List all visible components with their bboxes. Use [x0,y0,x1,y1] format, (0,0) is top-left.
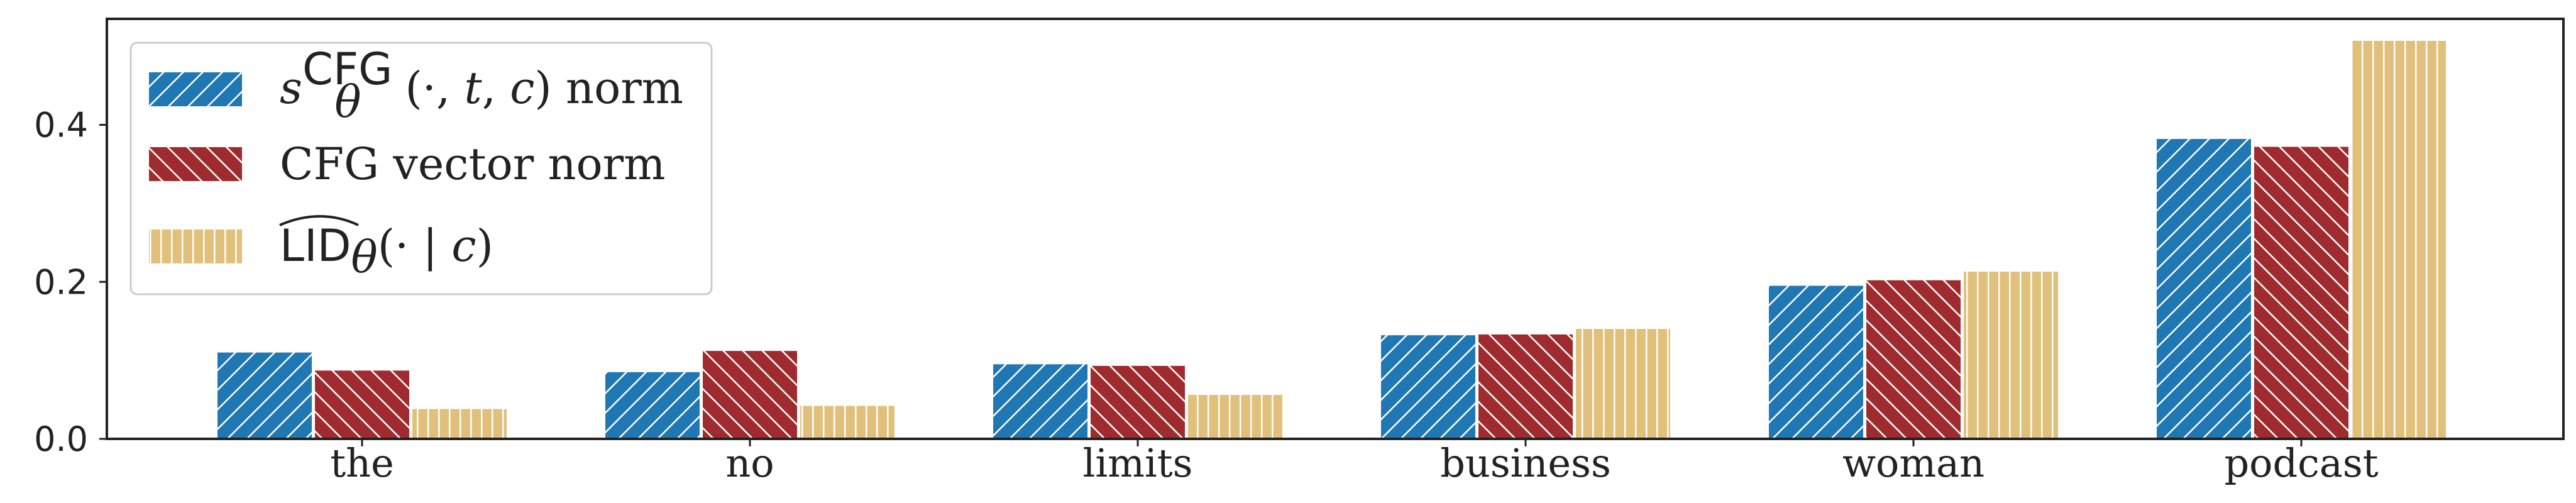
bar-score-norm-no [605,372,700,439]
legend: sCFG θ (·, t, c) norm CFG vector norm LIDθ… [129,41,713,296]
bar-cfg-vector-norm-no [703,351,797,439]
hat-accent [279,215,359,226]
legend-box [129,41,713,296]
legend-swatch-lid [149,229,242,263]
bar-cfg-vector-norm-woman [1866,280,1961,439]
y-tick-label: 0.2 [34,262,88,302]
y-tick-label: 0.4 [34,106,88,145]
bar-score-norm-podcast [2157,139,2251,439]
bar-lid-limits [1188,395,1282,439]
x-tick-label: business [1440,440,1611,486]
legend-label-cfg-vector-norm: CFG vector norm [280,138,666,190]
bar-lid-the [412,409,507,439]
bar-lid-woman [1964,272,2058,439]
y-tick-label: 0.0 [34,419,88,459]
bar-cfg-vector-norm-podcast [2254,146,2348,439]
plot-frame [106,18,2565,440]
bar-lid-business [1576,329,1670,439]
y-axis: 0.0 0.2 0.4 [34,106,107,459]
legend-swatch-score-norm [149,72,242,106]
x-tick-label: the [330,440,394,486]
x-tick-label: podcast [2224,440,2378,486]
bar-cfg-vector-norm-the [315,370,409,439]
legend-item-lid: LIDθ(· | c) [149,215,493,283]
bar-lid-podcast [2352,40,2446,439]
bar-cfg-vector-norm-limits [1091,365,1185,439]
legend-item-cfg-vector-norm: CFG vector norm [149,138,666,190]
x-tick-label: limits [1082,440,1192,486]
bar-score-norm-the [217,352,312,439]
bar-cfg-vector-norm-business [1478,334,1573,439]
legend-item-score-norm: sCFG θ (·, t, c) norm [149,43,683,128]
bar-score-norm-limits [993,364,1087,439]
legend-label-lid: LIDθ(· | c) [280,220,493,283]
bar-score-norm-business [1381,335,1475,439]
bar-lid-no [800,406,894,439]
bar-score-norm-woman [1769,285,1863,439]
x-tick-label: no [725,440,774,486]
x-tick-label: woman [1842,440,1984,486]
legend-swatch-cfg-vector-norm [149,147,242,181]
legend-label-score-norm: sCFG θ (·, t, c) norm [280,43,683,128]
bars-group [217,40,2446,439]
x-axis: the no limits business woman podcast [330,439,2379,486]
